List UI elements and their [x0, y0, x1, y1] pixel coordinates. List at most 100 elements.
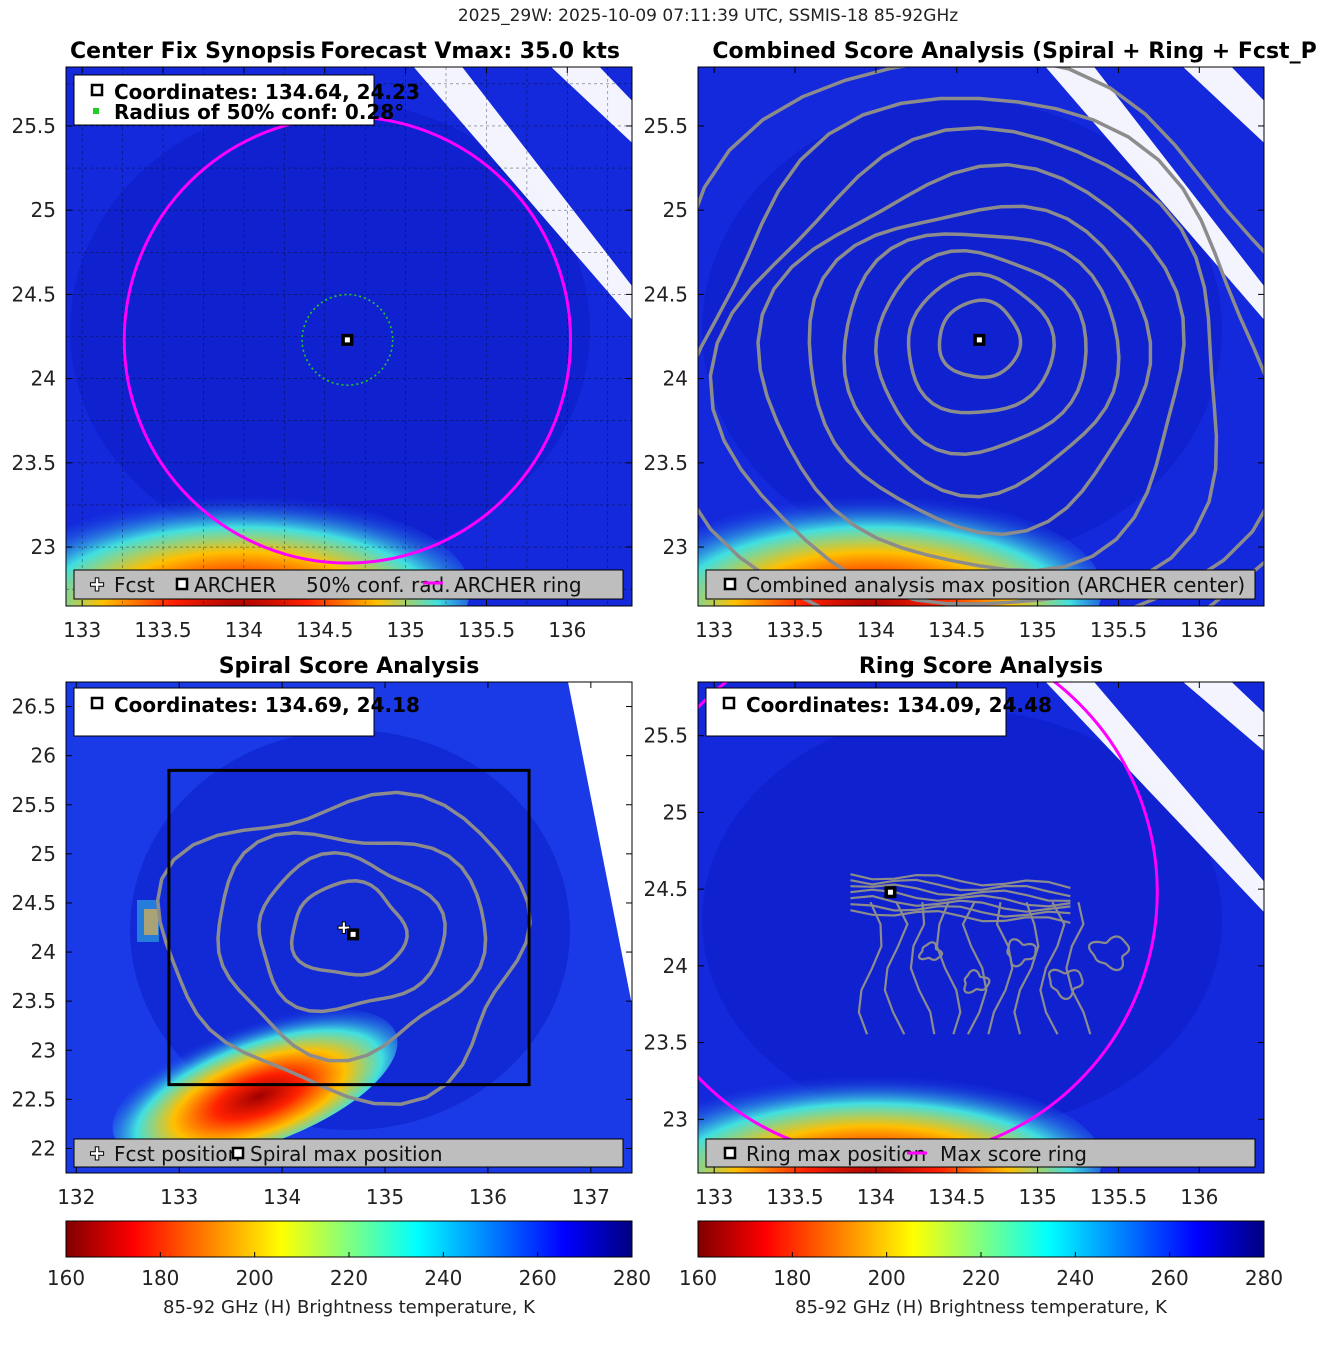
info-box: Coordinates: 134.64, 24.23 Radius of 50%…: [73, 74, 420, 126]
score-contour: [289, 879, 409, 977]
score-contour: [850, 873, 1071, 889]
ring-max-marker: [884, 886, 897, 899]
nodata-stripe: [1183, 682, 1264, 752]
legend-ring-max: Ring max position: [746, 1142, 926, 1166]
panel-center-fix: Center Fix Synopsis Forecast Vmax: 35.0 …: [11, 39, 633, 642]
y-tick-label: 23: [663, 1107, 688, 1131]
y-tick-label: 26: [31, 744, 56, 768]
score-contour: [1047, 968, 1084, 1001]
panel-ring-title: Ring Score Analysis: [859, 654, 1103, 679]
legend-conf: 50% conf. rad.: [306, 573, 451, 597]
spiral-markers: ✚: [337, 918, 360, 941]
y-ticks: 23 23.5 24 24.5 25 25.5: [643, 724, 1264, 1131]
y-tick-label: 25.5: [11, 114, 56, 138]
y-tick-label: 22: [31, 1136, 56, 1160]
warm-core-region: [702, 100, 1222, 560]
x-tick-label: 133: [160, 1185, 198, 1209]
x-tick-label: 136: [1180, 618, 1218, 642]
axes-frame: [697, 681, 1265, 1174]
panel-combined: Combined Score Analysis (Spiral + Ring +…: [643, 39, 1317, 642]
x-tick-label: 135: [1019, 1185, 1057, 1209]
x-tick-label: 136: [469, 1185, 507, 1209]
x-tick-label: 134.5: [296, 618, 353, 642]
figure-suptitle: 2025_29W: 2025-10-09 07:11:39 UTC, SSMIS…: [458, 6, 958, 26]
x-tick-label: 134: [857, 618, 895, 642]
y-tick-label: 23: [31, 535, 56, 559]
warm-core-region: [70, 100, 590, 560]
score-contour: [1013, 901, 1040, 1035]
black-square-icon: [723, 1146, 737, 1160]
y-tick-label: 23.5: [643, 451, 688, 475]
legend-archer: ARCHER: [194, 573, 276, 597]
combined-max-marker: [973, 333, 986, 346]
colorbar-ticks: 160 180 200 220 240 260 280: [47, 1252, 651, 1290]
warm-core-region: [702, 710, 1222, 1130]
colorbar-tick-label: 220: [962, 1266, 1000, 1290]
colorbar-tick-label: 240: [424, 1266, 462, 1290]
panel-spiral-title: Spiral Score Analysis: [219, 654, 480, 679]
colorbar-tick-label: 280: [613, 1266, 651, 1290]
nodata-stripe: [1045, 682, 1264, 913]
colorbar-tick-label: 240: [1056, 1266, 1094, 1290]
x-tick-label: 134: [263, 1185, 301, 1209]
y-tick-label: 23: [663, 535, 688, 559]
x-ticks: 133 133.5 134 134.5 135 135.5 136: [695, 682, 1218, 1209]
colorbar-tick-label: 220: [330, 1266, 368, 1290]
x-tick-label: 135.5: [1090, 1185, 1147, 1209]
black-square-icon: [90, 83, 104, 97]
colorbar-tick-label: 280: [1245, 1266, 1283, 1290]
x-tick-label: 134.5: [928, 618, 985, 642]
x-tick-label: 134: [225, 618, 263, 642]
x-tick-label: 133.5: [766, 618, 823, 642]
y-ticks: 23 23.5 24 24.5 25 25.5: [643, 114, 1264, 559]
colorbar-tick-label: 200: [236, 1266, 274, 1290]
legend-ring: ARCHER ring: [454, 573, 582, 597]
colorbar-tick-label: 180: [141, 1266, 179, 1290]
panel-combined-title: Combined Score Analysis (Spiral + Ring +…: [712, 39, 1317, 64]
spiral-max-square-core: [350, 931, 356, 937]
score-contour: [1039, 901, 1066, 1035]
legend: ✚ Fcst position Spiral max position: [73, 1138, 624, 1168]
axes-frame: [697, 66, 1265, 607]
score-contour: [850, 878, 1071, 898]
combined-max-square-core: [976, 337, 982, 343]
colorbar-label: 85-92 GHz (H) Brightness temperature, K: [795, 1297, 1168, 1318]
nodata-stripe: [1183, 67, 1264, 143]
y-tick-label: 25.5: [643, 114, 688, 138]
score-contour: [807, 204, 1153, 537]
score-contour: [698, 96, 1264, 606]
archer-center-marker: [341, 333, 354, 346]
confidence-50-circle: [301, 293, 394, 386]
y-tick-label: 26.5: [11, 695, 56, 719]
y-tick-label: 25: [31, 842, 56, 866]
x-tick-label: 135: [366, 1185, 404, 1209]
y-tick-label: 24.5: [643, 877, 688, 901]
x-ticks: 133 133.5 134 134.5 135 135.5 136: [695, 67, 1218, 642]
score-contour: [909, 902, 936, 1035]
x-tick-label: 135.5: [458, 618, 515, 642]
score-contour: [257, 850, 447, 1014]
score-contour: [850, 883, 1071, 902]
y-tick-label: 24: [663, 954, 688, 978]
y-tick-label: 24: [31, 367, 56, 391]
plus-icon: ✚: [89, 1144, 104, 1165]
score-contour: [918, 941, 944, 962]
swath-gap-stripe: [413, 67, 632, 320]
panel-spiral: Spiral Score Analysis ✚ Coordinates: 134…: [11, 654, 633, 1209]
legend-fcst-position: Fcst position: [114, 1142, 240, 1166]
cold-pixel-halo: [137, 900, 159, 942]
swath-gap-stripe: [1045, 682, 1264, 913]
score-contour: [874, 248, 1088, 457]
info-conf-radius: Radius of 50% conf: 0.28°: [114, 100, 404, 124]
x-tick-label: 136: [1180, 1185, 1218, 1209]
colorbar-left: 160 180 200 220 240 260 280 85-92 GHz (H) Brig…: [47, 1220, 651, 1318]
black-square-icon: [723, 577, 737, 591]
colorbar-tick-label: 180: [773, 1266, 811, 1290]
x-tick-label: 133.5: [766, 1185, 823, 1209]
legend: Combined analysis max position (ARCHER c…: [705, 569, 1256, 600]
panel-ring: Ring Score Analysis Coordinates: 134.09,…: [643, 654, 1265, 1209]
colorbar-right: 160 180 200 220 240 260 280 85-92 GHz (H) Brig…: [679, 1220, 1283, 1318]
score-contour: [850, 894, 1071, 913]
score-contour: [961, 901, 988, 1035]
swath-gap-stripe: [1045, 67, 1264, 320]
